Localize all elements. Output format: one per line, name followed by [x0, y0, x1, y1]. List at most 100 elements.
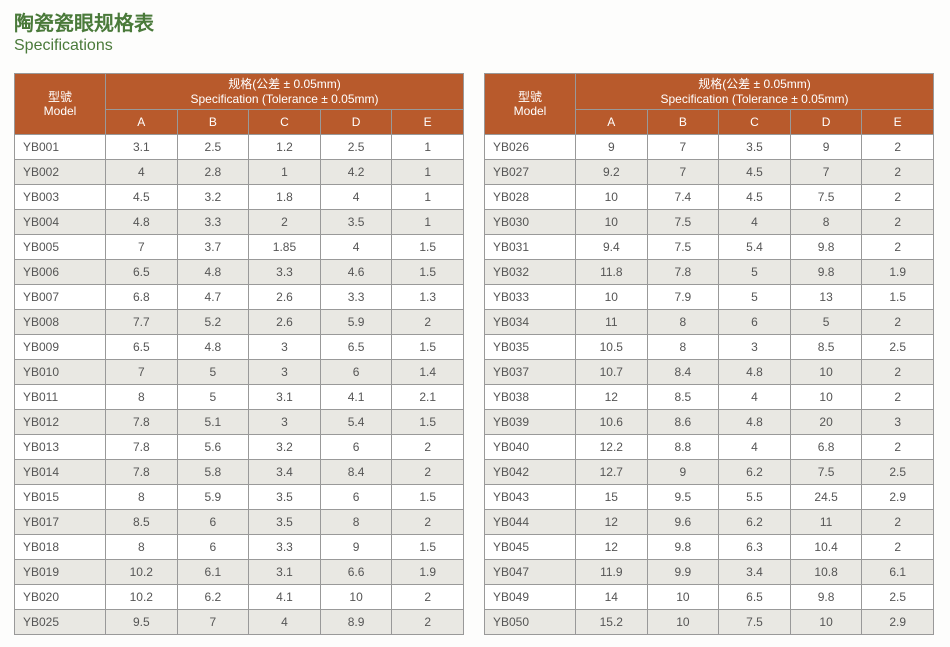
- header-spec-en: Specification (Tolerance ± 0.05mm): [191, 92, 379, 106]
- cell-value: 1.5: [392, 534, 464, 559]
- header-spec-cn: 规格(公差 ± 0.05mm): [228, 77, 341, 91]
- cell-value: 3.5: [320, 209, 392, 234]
- cell-model: YB044: [485, 509, 576, 534]
- cell-value: 24.5: [790, 484, 862, 509]
- table-row: YB01910.26.13.16.61.9: [15, 559, 464, 584]
- cell-value: 4.8: [177, 259, 249, 284]
- cell-value: 6.5: [106, 259, 178, 284]
- cell-value: 9: [647, 459, 719, 484]
- cell-value: 4.5: [106, 184, 178, 209]
- cell-value: 2: [249, 209, 321, 234]
- cell-value: 2.1: [392, 384, 464, 409]
- table-row: YB0178.563.582: [15, 509, 464, 534]
- cell-value: 10.4: [790, 534, 862, 559]
- cell-value: 3: [249, 334, 321, 359]
- cell-model: YB040: [485, 434, 576, 459]
- cell-value: 8: [790, 209, 862, 234]
- cell-value: 3.3: [249, 259, 321, 284]
- cell-value: 3.3: [177, 209, 249, 234]
- cell-value: 5.2: [177, 309, 249, 334]
- header-model-en: Model: [514, 104, 547, 118]
- cell-value: 3.4: [249, 459, 321, 484]
- cell-value: 1.3: [392, 284, 464, 309]
- cell-value: 1.9: [392, 559, 464, 584]
- cell-model: YB014: [15, 459, 106, 484]
- cell-value: 1.4: [392, 359, 464, 384]
- cell-value: 1.5: [392, 234, 464, 259]
- header-spec: 规格(公差 ± 0.05mm) Specification (Tolerance…: [106, 74, 464, 110]
- cell-value: 2.6: [249, 284, 321, 309]
- cell-value: 10: [576, 284, 648, 309]
- table-right-body: YB026973.592YB0279.274.572YB028107.44.57…: [485, 134, 934, 634]
- cell-value: 1: [392, 134, 464, 159]
- cell-value: 1.2: [249, 134, 321, 159]
- cell-value: 9.4: [576, 234, 648, 259]
- cell-value: 2.6: [249, 309, 321, 334]
- cell-value: 1.9: [862, 259, 934, 284]
- cell-value: 2: [392, 509, 464, 534]
- cell-model: YB005: [15, 234, 106, 259]
- header-col-a: A: [576, 109, 648, 134]
- cell-value: 12: [576, 509, 648, 534]
- cell-value: 6.6: [320, 559, 392, 584]
- cell-model: YB025: [15, 609, 106, 634]
- cell-model: YB011: [15, 384, 106, 409]
- cell-value: 4: [719, 434, 791, 459]
- cell-value: 8.5: [790, 334, 862, 359]
- cell-model: YB042: [485, 459, 576, 484]
- cell-value: 7.8: [106, 459, 178, 484]
- cell-value: 5.4: [719, 234, 791, 259]
- cell-value: 3.5: [719, 134, 791, 159]
- cell-value: 11.8: [576, 259, 648, 284]
- cell-value: 4.1: [249, 584, 321, 609]
- table-row: YB0127.85.135.41.5: [15, 409, 464, 434]
- cell-value: 3: [862, 409, 934, 434]
- cell-value: 8: [320, 509, 392, 534]
- cell-value: 6.2: [177, 584, 249, 609]
- cell-model: YB032: [485, 259, 576, 284]
- cell-model: YB045: [485, 534, 576, 559]
- cell-model: YB033: [485, 284, 576, 309]
- table-row: YB0066.54.83.34.61.5: [15, 259, 464, 284]
- cell-value: 4.7: [177, 284, 249, 309]
- cell-model: YB007: [15, 284, 106, 309]
- cell-value: 1.5: [392, 409, 464, 434]
- cell-value: 6.3: [719, 534, 791, 559]
- cell-model: YB043: [485, 484, 576, 509]
- header-col-a: A: [106, 109, 178, 134]
- cell-model: YB020: [15, 584, 106, 609]
- cell-value: 11: [790, 509, 862, 534]
- table-row: YB011853.14.12.1: [15, 384, 464, 409]
- spec-table-left: 型號 Model 规格(公差 ± 0.05mm) Specification (…: [14, 73, 464, 635]
- table-row: YB033107.95131.5: [485, 284, 934, 309]
- cell-model: YB035: [485, 334, 576, 359]
- tables-container: 型號 Model 规格(公差 ± 0.05mm) Specification (…: [14, 73, 936, 635]
- cell-value: 4.8: [177, 334, 249, 359]
- cell-model: YB026: [485, 134, 576, 159]
- cell-value: 6: [320, 359, 392, 384]
- cell-value: 5: [177, 359, 249, 384]
- cell-value: 15.2: [576, 609, 648, 634]
- cell-value: 20: [790, 409, 862, 434]
- cell-value: 6.8: [790, 434, 862, 459]
- cell-value: 4: [320, 184, 392, 209]
- cell-value: 9.5: [647, 484, 719, 509]
- cell-value: 5.9: [177, 484, 249, 509]
- cell-model: YB034: [485, 309, 576, 334]
- cell-value: 2: [862, 234, 934, 259]
- cell-value: 7.7: [106, 309, 178, 334]
- cell-value: 7: [106, 359, 178, 384]
- cell-value: 12.7: [576, 459, 648, 484]
- cell-value: 3.3: [320, 284, 392, 309]
- header-spec: 规格(公差 ± 0.05mm) Specification (Tolerance…: [576, 74, 934, 110]
- cell-value: 3.1: [249, 384, 321, 409]
- cell-value: 7: [647, 159, 719, 184]
- table-left-body: YB0013.12.51.22.51YB00242.814.21YB0034.5…: [15, 134, 464, 634]
- cell-value: 10.7: [576, 359, 648, 384]
- cell-value: 4.6: [320, 259, 392, 284]
- title-english: Specifications: [14, 36, 936, 55]
- table-row: YB0013.12.51.22.51: [15, 134, 464, 159]
- header-col-c: C: [719, 109, 791, 134]
- cell-value: 4.8: [719, 359, 791, 384]
- cell-value: 10: [647, 584, 719, 609]
